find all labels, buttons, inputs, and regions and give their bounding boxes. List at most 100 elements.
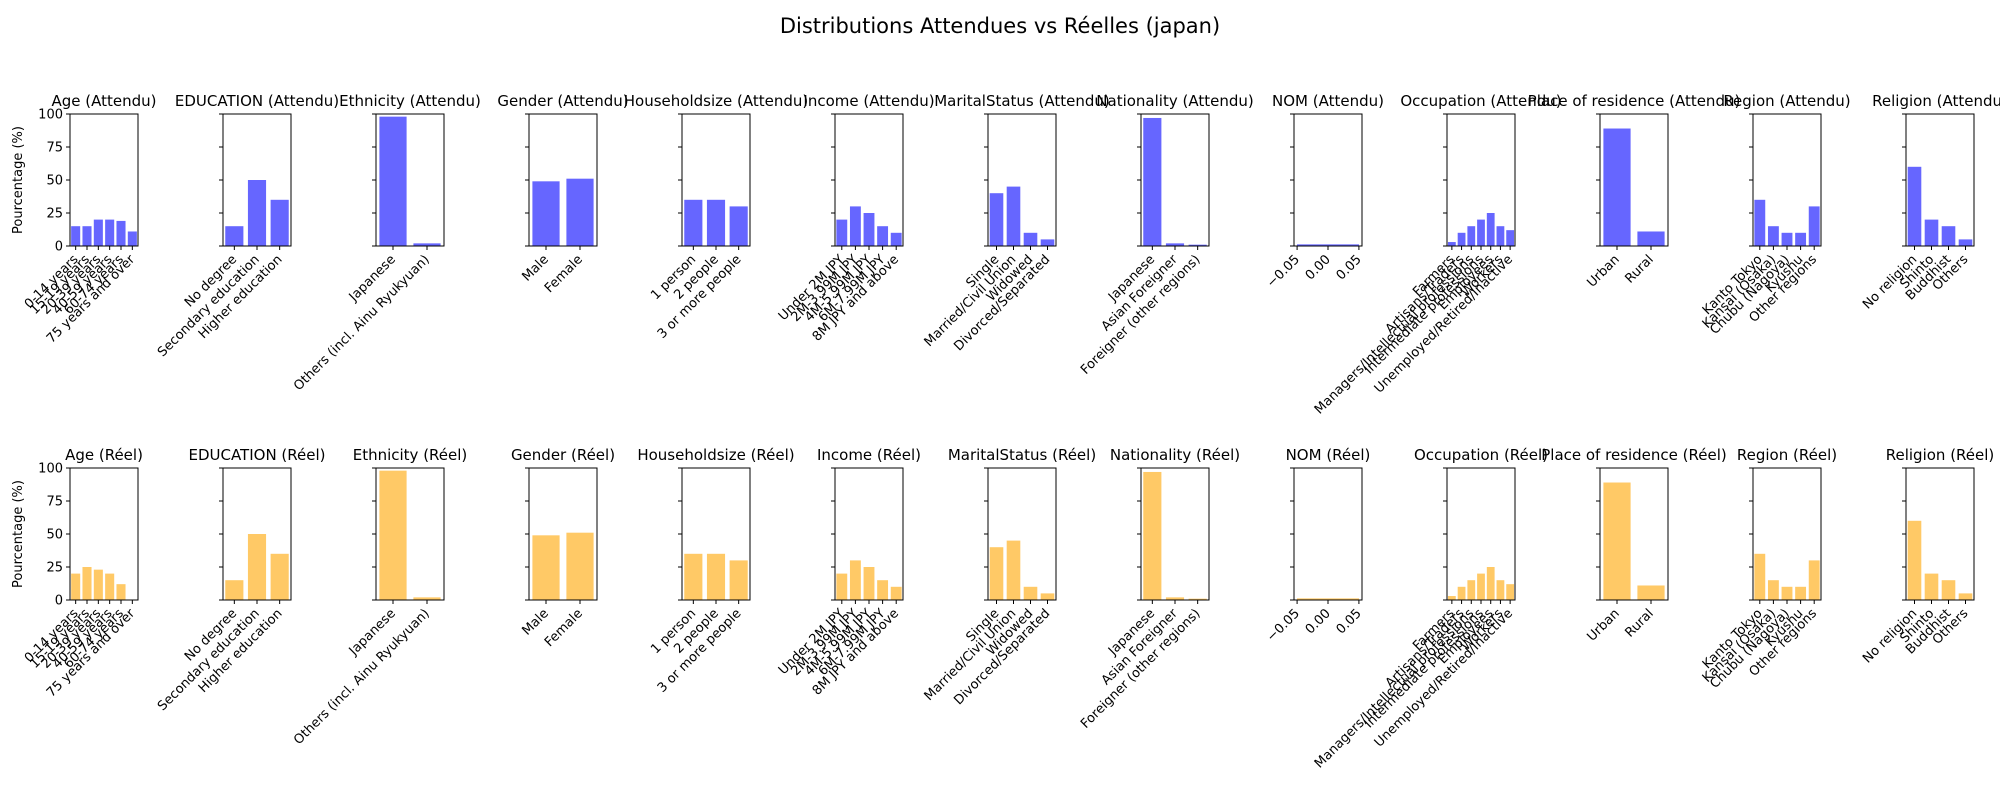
x-tick-label: Female <box>542 606 586 650</box>
bar <box>247 180 267 246</box>
panel-title: Gender (Réel) <box>511 446 615 464</box>
y-tick-label: 0 <box>55 240 63 255</box>
bar <box>532 535 560 600</box>
panel-title: Householdsize (Réel) <box>637 446 794 464</box>
panel-title: Ethnicity (Réel) <box>353 446 468 464</box>
y-tick-label: 75 <box>46 495 63 510</box>
panel-actual-9: FarmersArtisans/TradersManagers/Intellec… <box>1312 446 1548 771</box>
bar <box>989 547 1004 600</box>
bar <box>127 231 137 246</box>
x-tick-label: Others (incl. Ainu Ryukyuan) <box>291 606 433 748</box>
bar <box>849 206 861 246</box>
bar <box>413 597 441 600</box>
bar <box>1808 560 1820 600</box>
bar <box>1040 239 1055 246</box>
bar <box>1603 482 1631 600</box>
bar <box>836 219 848 246</box>
bar <box>1477 219 1485 246</box>
bar <box>1486 213 1495 246</box>
panel-title: Age (Attendu) <box>51 92 156 110</box>
panel-actual-8: −0.05 0.00 0.05 NOM (Réel) <box>1264 446 1370 645</box>
panel-title: Religion (Réel) <box>1886 446 1995 464</box>
bar <box>1907 166 1922 246</box>
bar <box>890 586 902 600</box>
bar <box>1165 597 1185 600</box>
bar <box>1486 567 1495 600</box>
x-tick-label: Kansai (Osaka) <box>1700 252 1779 331</box>
bar <box>1496 226 1505 246</box>
bar <box>379 470 407 600</box>
bar <box>1006 186 1021 246</box>
bar <box>116 220 126 246</box>
bar <box>863 567 875 600</box>
panel-title: Gender (Attendu) <box>497 92 628 110</box>
bar <box>1781 232 1793 246</box>
panel-expected-10: Urban Rural Place of residence (Attendu) <box>1528 92 1741 291</box>
bar <box>989 193 1004 246</box>
bar <box>225 226 244 246</box>
x-tick-label: Rural <box>1622 252 1656 286</box>
bar <box>684 553 703 600</box>
panel-title: Place of residence (Réel) <box>1541 446 1727 464</box>
bar <box>1165 243 1185 246</box>
panel-title: Householdsize (Attendu) <box>624 92 808 110</box>
bar <box>566 178 594 246</box>
bar <box>1754 199 1766 246</box>
panel-title: Religion (Attendu) <box>1872 92 2000 110</box>
x-tick-label: −0.05 <box>1264 252 1303 291</box>
bar <box>1941 580 1956 600</box>
x-tick-label: Secondary education <box>155 606 263 714</box>
bar <box>93 219 103 246</box>
bar <box>1506 584 1515 600</box>
bar <box>1477 573 1485 600</box>
bar <box>1143 117 1162 247</box>
bar <box>706 199 726 246</box>
panel-title: Occupation (Réel) <box>1414 446 1548 464</box>
bar <box>1006 540 1021 600</box>
bar <box>71 573 81 600</box>
bar <box>729 560 748 600</box>
panel-expected-9: FarmersArtisans/TradersManagers/Intellec… <box>1312 92 1562 417</box>
bar <box>729 206 748 246</box>
bar <box>1023 586 1038 600</box>
panel-title: EDUCATION (Réel) <box>188 446 325 464</box>
bar <box>1188 598 1207 600</box>
y-tick-label: 50 <box>46 528 63 543</box>
panel-title: Occupation (Attendu) <box>1400 92 1561 110</box>
x-tick-label: Urban <box>1584 252 1622 290</box>
bar <box>1506 230 1515 246</box>
panel-title: Region (Attendu) <box>1723 92 1850 110</box>
bar <box>1467 226 1476 246</box>
bar <box>1637 585 1665 600</box>
bar <box>706 553 726 600</box>
panel-title: EDUCATION (Attendu) <box>175 92 339 110</box>
panel-title: Income (Réel) <box>817 446 921 464</box>
panel-expected-8: −0.05 0.00 0.05 NOM (Attendu) <box>1264 92 1384 291</box>
bar <box>877 226 889 246</box>
y-axis-label: Pourcentage (%) <box>11 480 26 588</box>
panel-title: NOM (Attendu) <box>1272 92 1384 110</box>
x-tick-label: 0.05 <box>1334 606 1365 637</box>
bar <box>1941 226 1956 246</box>
bar <box>1603 128 1631 246</box>
bar <box>1781 586 1793 600</box>
x-tick-label: Urban <box>1584 606 1622 644</box>
bar <box>684 199 703 246</box>
panel-title: Region (Réel) <box>1737 446 1837 464</box>
y-tick-label: 100 <box>38 462 63 477</box>
y-tick-label: 25 <box>46 561 63 576</box>
